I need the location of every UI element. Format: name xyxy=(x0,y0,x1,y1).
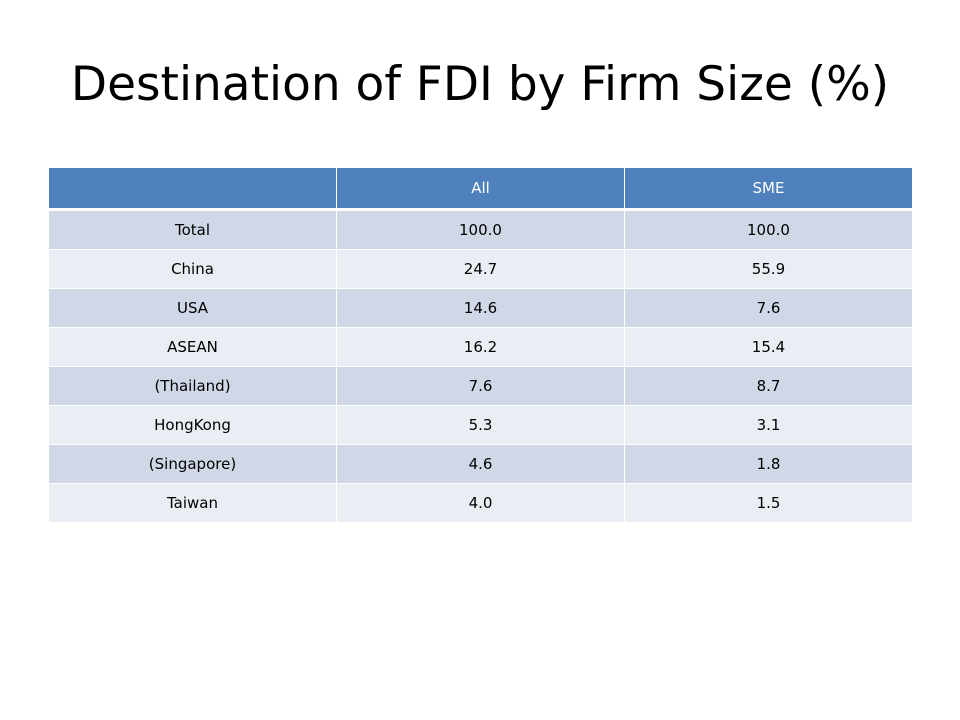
row-label: ASEAN xyxy=(48,327,337,367)
table-row: Taiwan 4.0 1.5 xyxy=(48,483,913,523)
table-row: ASEAN 16.2 15.4 xyxy=(48,327,913,367)
header-cell-sme: SME xyxy=(624,168,913,211)
header-cell-blank xyxy=(48,168,337,211)
sme-value: 7.6 xyxy=(624,288,913,328)
all-value: 100.0 xyxy=(336,209,625,250)
table-row: USA 14.6 7.6 xyxy=(48,288,913,328)
row-label: China xyxy=(48,249,337,289)
sme-value: 3.1 xyxy=(624,405,913,445)
row-label: HongKong xyxy=(48,405,337,445)
all-value: 4.0 xyxy=(336,483,625,523)
sme-value: 100.0 xyxy=(624,209,913,250)
sme-value: 8.7 xyxy=(624,366,913,406)
all-value: 16.2 xyxy=(336,327,625,367)
all-value: 4.6 xyxy=(336,444,625,484)
sme-value: 1.5 xyxy=(624,483,913,523)
table-row: China 24.7 55.9 xyxy=(48,249,913,289)
sme-value: 15.4 xyxy=(624,327,913,367)
row-label: Taiwan xyxy=(48,483,337,523)
row-label: USA xyxy=(48,288,337,328)
row-label: (Singapore) xyxy=(48,444,337,484)
table-header-row: All SME xyxy=(48,168,913,211)
sme-value: 1.8 xyxy=(624,444,913,484)
row-label: (Thailand) xyxy=(48,366,337,406)
table-row: HongKong 5.3 3.1 xyxy=(48,405,913,445)
all-value: 5.3 xyxy=(336,405,625,445)
fdi-destination-table: All SME Total 100.0 100.0 China 24.7 55.… xyxy=(48,168,913,523)
sme-value: 55.9 xyxy=(624,249,913,289)
header-cell-all: All xyxy=(336,168,625,211)
all-value: 7.6 xyxy=(336,366,625,406)
all-value: 24.7 xyxy=(336,249,625,289)
table-row: Total 100.0 100.0 xyxy=(48,209,913,250)
slide-title: Destination of FDI by Firm Size (%) xyxy=(70,57,890,112)
table-row: (Singapore) 4.6 1.8 xyxy=(48,444,913,484)
all-value: 14.6 xyxy=(336,288,625,328)
row-label: Total xyxy=(48,209,337,250)
table-row: (Thailand) 7.6 8.7 xyxy=(48,366,913,406)
